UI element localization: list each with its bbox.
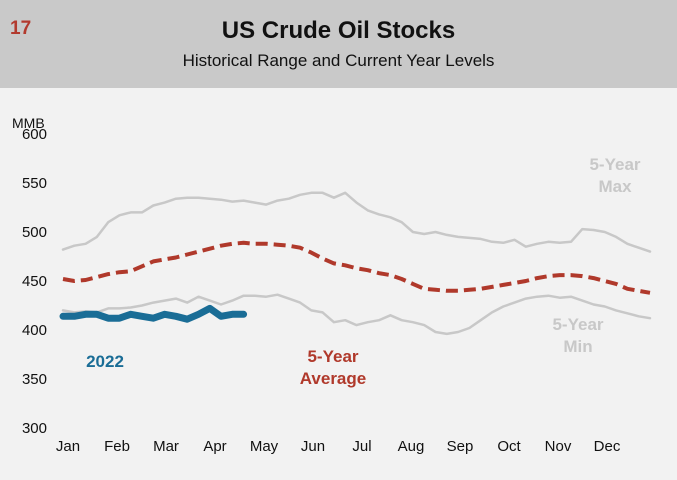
series-line-5-year-average (62, 240, 651, 295)
y-tick-label: 450 (22, 273, 47, 290)
x-tick-label: Jun (301, 438, 325, 455)
y-axis-unit-label: MMB (12, 115, 45, 131)
y-tick-label: 550 (22, 175, 47, 192)
chart-title: US Crude Oil Stocks (221, 17, 456, 44)
x-tick-label: Aug (398, 438, 425, 455)
y-tick-label: 600 (22, 126, 47, 143)
x-tick-label: May (250, 438, 279, 455)
series-line-2022 (59, 304, 248, 323)
series-label-2022: 2022 (86, 352, 124, 371)
series-label-5-year-average: 5-Year Average (300, 347, 366, 388)
x-tick-label: Jan (56, 438, 80, 455)
series-label-5-year-max: 5-Year Max (589, 155, 640, 196)
y-tick-label: 400 (22, 322, 47, 339)
y-tick-label: 300 (22, 420, 47, 437)
x-tick-label: Dec (594, 438, 621, 455)
y-tick-label: 350 (22, 371, 47, 388)
x-tick-label: Mar (153, 438, 179, 455)
series-label-5-year-min: 5-Year Min (552, 315, 603, 356)
x-tick-label: Oct (497, 438, 521, 455)
x-tick-label: Apr (203, 438, 226, 455)
chart-header: 17 US Crude Oil Stocks Historical Range … (0, 0, 677, 88)
series-line-5-year-min (61, 293, 652, 336)
x-tick-label: Sep (447, 438, 474, 455)
y-tick-label: 500 (22, 224, 47, 241)
x-tick-label: Nov (545, 438, 572, 455)
x-tick-label: Feb (104, 438, 130, 455)
chart-subtitle: Historical Range and Current Year Levels (182, 51, 495, 70)
slide-number: 17 (10, 18, 32, 39)
x-tick-label: Jul (352, 438, 371, 455)
series-line-5-year-max (61, 191, 652, 253)
